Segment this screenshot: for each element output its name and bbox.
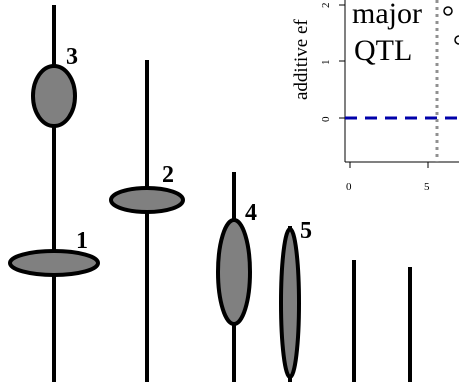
inset-point — [443, 6, 453, 16]
inset-annotation-major: major — [352, 0, 422, 30]
qtl-label-3: 3 — [66, 44, 78, 70]
inset-point — [454, 35, 459, 45]
qtl-2-marker — [109, 186, 185, 214]
inset-plot: additive ef 2 1 0 0 5 ma — [291, 0, 459, 193]
inset-ytick-label-1: 1 — [320, 60, 332, 66]
qtl-label-4: 4 — [245, 200, 257, 226]
inset-ytick-label-2: 2 — [320, 3, 332, 9]
qtl-3-marker — [31, 64, 77, 128]
qtl-5-marker — [279, 227, 301, 379]
qtl-label-5: 5 — [300, 218, 312, 244]
qtl-label-2: 2 — [162, 162, 174, 188]
qtl-1-marker — [8, 249, 100, 277]
inset-xtick-label-0: 0 — [346, 181, 352, 193]
inset-xtick-label-5: 5 — [424, 181, 430, 193]
inset-annotation-qtl: QTL — [354, 34, 412, 67]
qtl-4-marker — [216, 218, 252, 326]
inset-ylabel: additive ef — [291, 19, 312, 100]
inset-ytick-label-0: 0 — [320, 116, 332, 122]
qtl-label-1: 1 — [76, 228, 88, 254]
